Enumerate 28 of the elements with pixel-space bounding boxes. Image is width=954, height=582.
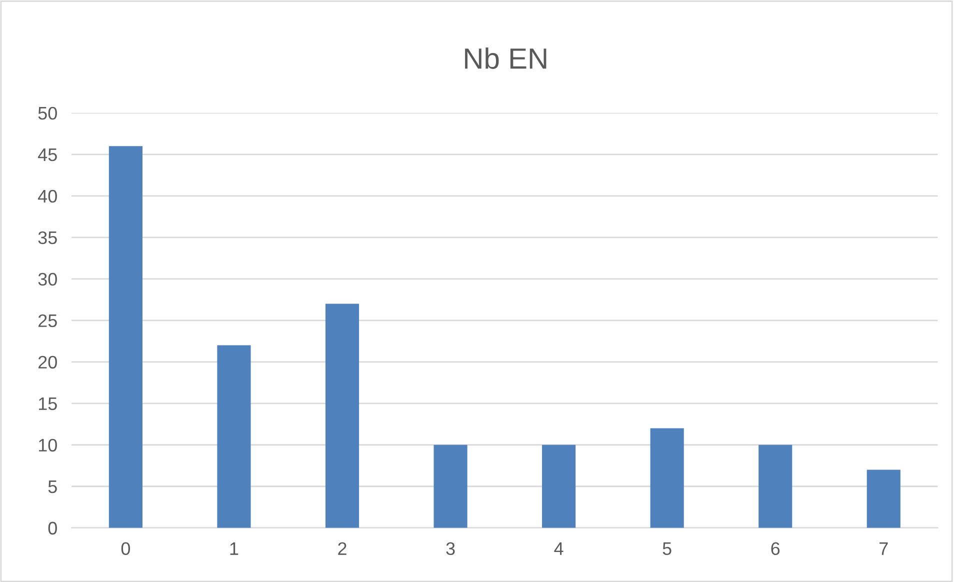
x-tick-label: 5 <box>662 542 672 556</box>
y-tick-label: 0 <box>48 522 57 535</box>
chart-title: Nb EN <box>465 48 546 69</box>
y-tick-label: 15 <box>38 398 57 410</box>
y-tick-label: 30 <box>38 272 57 286</box>
x-tick-label: 7 <box>880 542 888 555</box>
y-tick-label: 50 <box>38 106 57 120</box>
y-tick-label: 40 <box>38 190 57 203</box>
bar <box>217 345 251 528</box>
bar <box>434 444 468 528</box>
x-tick-label: 6 <box>771 542 780 556</box>
bar <box>325 304 360 528</box>
x-tick-label: 1 <box>230 542 238 555</box>
y-tick-label: 5 <box>48 480 57 494</box>
y-tick-label: 35 <box>38 231 57 244</box>
bar <box>866 470 900 528</box>
y-tick-label: 20 <box>38 356 57 369</box>
x-tick-label: 3 <box>446 542 455 556</box>
x-tick-label: 0 <box>121 542 130 556</box>
x-tick-label: 4 <box>554 542 564 555</box>
bar <box>758 444 792 528</box>
y-tick-label: 10 <box>38 438 57 452</box>
x-tick-label: 2 <box>338 542 346 555</box>
bar <box>542 444 576 528</box>
bar <box>650 428 684 528</box>
bar <box>108 146 142 528</box>
y-tick-label: 45 <box>38 148 57 162</box>
y-tick-label: 25 <box>38 314 57 328</box>
